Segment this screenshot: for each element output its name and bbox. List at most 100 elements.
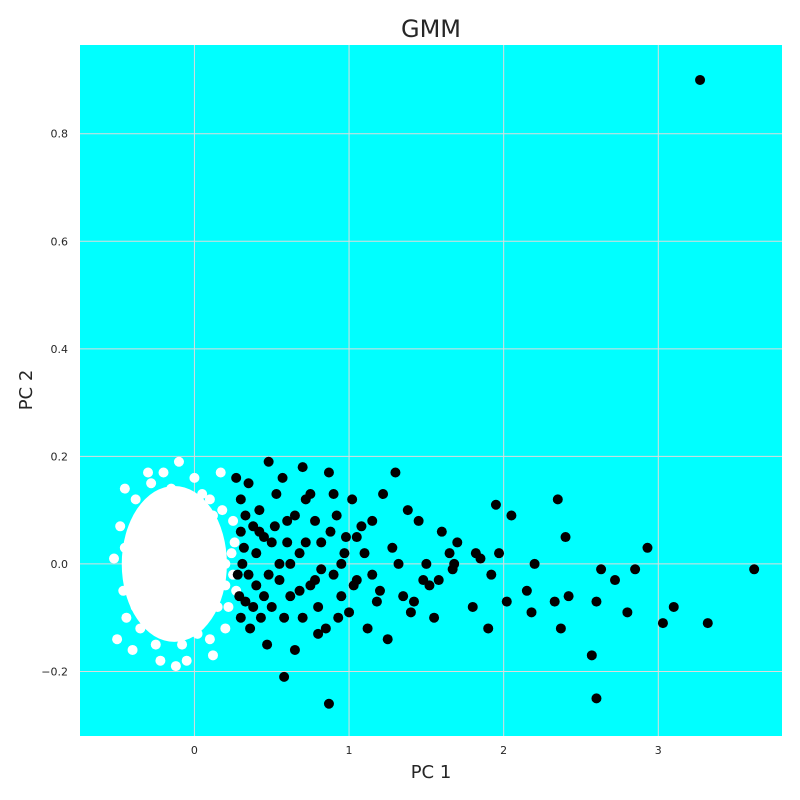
scatter-point-cluster-0 (207, 510, 218, 521)
scatter-point-cluster-1 (452, 537, 463, 548)
scatter-point-cluster-1 (305, 489, 316, 500)
scatter-point-cluster-1 (316, 564, 327, 575)
scatter-point-cluster-1 (336, 558, 347, 569)
scatter-point-cluster-1 (263, 456, 274, 467)
scatter-point-cluster-0 (181, 655, 192, 666)
scatter-point-cluster-0 (201, 521, 212, 532)
scatter-point-cluster-1 (470, 548, 481, 559)
scatter-point-cluster-1 (344, 607, 355, 618)
scatter-point-cluster-0 (135, 558, 146, 569)
scatter-point-cluster-1 (642, 542, 653, 553)
scatter-point-cluster-1 (483, 623, 494, 634)
scatter-point-cluster-1 (348, 580, 359, 591)
scatter-point-cluster-1 (374, 585, 385, 596)
scatter-point-cluster-1 (436, 526, 447, 537)
scatter-point-cluster-0 (158, 467, 169, 478)
scatter-point-cluster-1 (316, 537, 327, 548)
scatter-point-cluster-1 (297, 612, 308, 623)
scatter-point-cluster-1 (289, 644, 300, 655)
scatter-point-cluster-1 (749, 564, 760, 575)
scatter-point-cluster-1 (274, 558, 285, 569)
scatter-point-cluster-0 (119, 542, 130, 553)
scatter-point-cluster-1 (325, 526, 336, 537)
scatter-point-cluster-0 (220, 558, 231, 569)
scatter-point-cluster-1 (320, 623, 331, 634)
scatter-point-cluster-0 (215, 467, 226, 478)
scatter-point-cluster-1 (248, 601, 259, 612)
scatter-point-cluster-1 (393, 558, 404, 569)
y-tick-label: 0.6 (51, 235, 69, 248)
scatter-point-cluster-0 (173, 575, 184, 586)
scatter-point-cluster-1 (235, 494, 246, 505)
scatter-point-cluster-1 (521, 585, 532, 596)
scatter-point-cluster-1 (367, 569, 378, 580)
scatter-point-cluster-0 (121, 612, 132, 623)
scatter-point-cluster-1 (310, 515, 321, 526)
scatter-point-cluster-1 (596, 564, 607, 575)
scatter-point-cluster-1 (266, 601, 277, 612)
x-axis-label: PC 1 (411, 762, 452, 783)
scatter-point-cluster-0 (109, 553, 120, 564)
scatter-point-cluster-1 (447, 564, 458, 575)
scatter-point-cluster-1 (339, 548, 350, 559)
scatter-point-cluster-0 (118, 585, 129, 596)
scatter-point-cluster-1 (231, 472, 242, 483)
scatter-point-cluster-1 (622, 607, 633, 618)
scatter-point-cluster-0 (158, 601, 169, 612)
scatter-point-cluster-1 (323, 467, 334, 478)
scatter-point-cluster-0 (186, 558, 197, 569)
scatter-point-cluster-0 (143, 467, 154, 478)
scatter-point-cluster-0 (143, 612, 154, 623)
scatter-point-cluster-1 (262, 639, 273, 650)
scatter-point-cluster-1 (402, 505, 413, 516)
scatter-point-cluster-1 (243, 478, 254, 489)
y-axis-ticks: −0.2 0.0 0.2 0.4 0.6 0.8 (41, 128, 68, 679)
scatter-point-cluster-1 (356, 521, 367, 532)
scatter-point-cluster-1 (328, 489, 339, 500)
scatter-point-cluster-1 (245, 623, 256, 634)
scatter-point-cluster-0 (204, 494, 215, 505)
scatter-point-cluster-1 (668, 601, 679, 612)
scatter-point-cluster-1 (347, 494, 358, 505)
dense-cluster-0-points (121, 485, 227, 642)
scatter-point-cluster-1 (695, 74, 706, 85)
scatter-point-cluster-1 (555, 623, 566, 634)
scatter-point-cluster-0 (229, 537, 240, 548)
scatter-point-cluster-0 (127, 644, 138, 655)
scatter-point-cluster-1 (362, 623, 373, 634)
scatter-point-cluster-1 (331, 510, 342, 521)
scatter-point-cluster-0 (155, 655, 166, 666)
scatter-point-cluster-1 (413, 515, 424, 526)
y-tick-label: 0.4 (51, 343, 69, 356)
scatter-point-cluster-1 (367, 515, 378, 526)
x-tick-label: 1 (346, 744, 353, 757)
scatter-point-cluster-1 (390, 467, 401, 478)
scatter-point-cluster-1 (351, 532, 362, 543)
scatter-point-cluster-1 (378, 489, 389, 500)
scatter-point-cluster-1 (251, 548, 262, 559)
scatter-point-cluster-0 (228, 515, 239, 526)
scatter-point-cluster-1 (277, 472, 288, 483)
scatter-point-cluster-1 (657, 618, 668, 629)
scatter-point-cluster-0 (127, 532, 138, 543)
scatter-point-cluster-1 (240, 510, 251, 521)
scatter-point-cluster-1 (285, 591, 296, 602)
x-tick-label: 2 (500, 744, 507, 757)
scatter-point-cluster-1 (494, 548, 505, 559)
chart-title: GMM (401, 15, 461, 43)
scatter-point-cluster-0 (130, 494, 141, 505)
scatter-point-cluster-0 (181, 494, 192, 505)
scatter-point-cluster-0 (150, 515, 161, 526)
scatter-point-cluster-0 (115, 521, 126, 532)
scatter-point-cluster-1 (282, 515, 293, 526)
scatter-point-cluster-1 (274, 575, 285, 586)
scatter-point-cluster-1 (630, 564, 641, 575)
scatter-point-cluster-0 (166, 542, 177, 553)
scatter-point-cluster-0 (212, 532, 223, 543)
x-tick-label: 0 (191, 744, 198, 757)
scatter-point-cluster-1 (323, 698, 334, 709)
scatter-point-cluster-1 (313, 601, 324, 612)
scatter-point-cluster-1 (486, 569, 497, 580)
scatter-point-cluster-1 (336, 591, 347, 602)
scatter-point-cluster-1 (433, 575, 444, 586)
